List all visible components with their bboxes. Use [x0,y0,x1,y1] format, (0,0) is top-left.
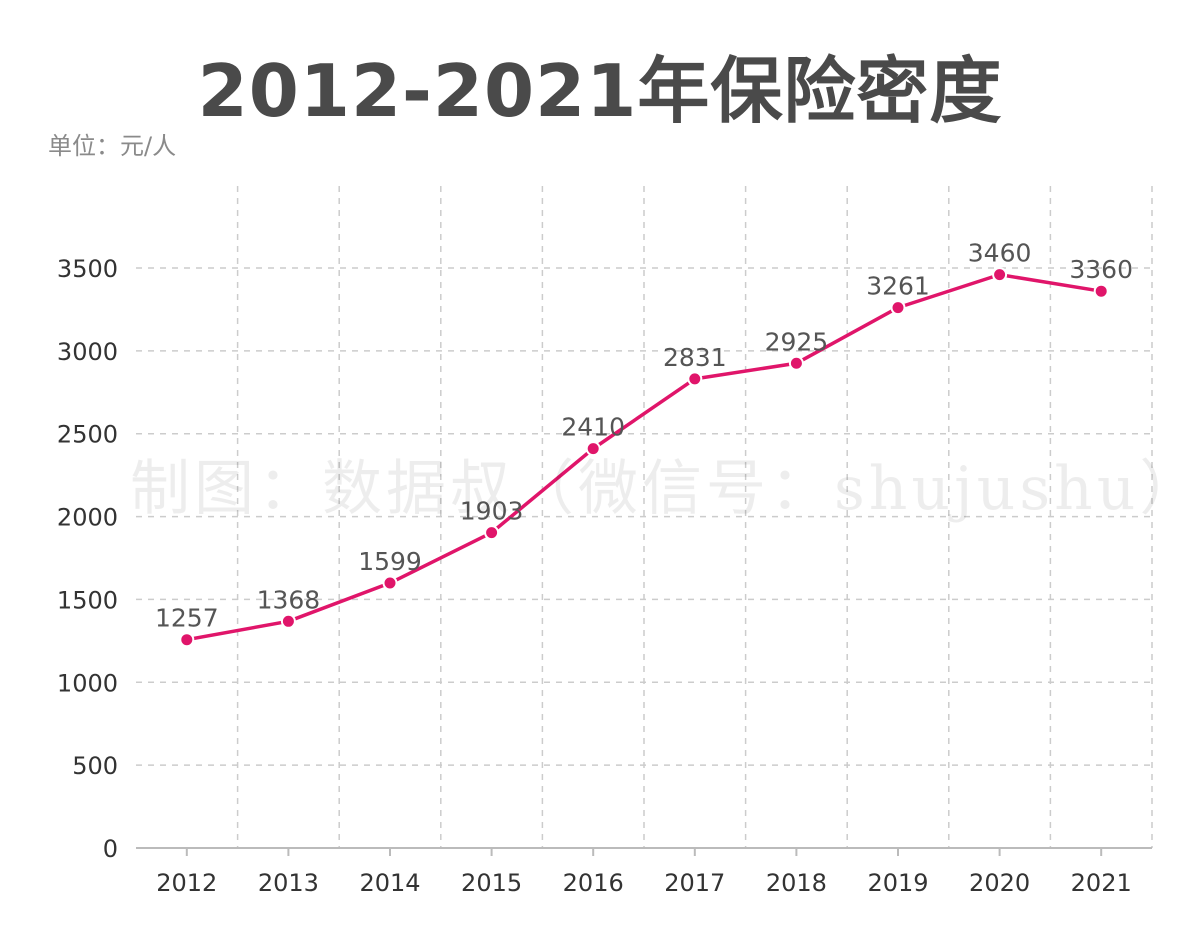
data-point [179,632,195,648]
y-tick-label: 3500 [57,255,118,283]
data-point [788,355,804,371]
data-label: 1599 [358,547,422,576]
x-tick-label: 2014 [359,869,420,897]
series-line [186,272,1102,642]
y-tick-label: 3000 [57,338,118,366]
x-tick-label: 2012 [156,869,217,897]
data-label: 1368 [257,585,321,614]
y-tick-label: 1000 [57,669,118,697]
y-tick-label: 2000 [57,504,118,532]
x-tick-label: 2019 [867,869,928,897]
series-layer [179,267,1109,648]
x-tick-label: 2017 [664,869,725,897]
data-label: 2831 [663,343,727,372]
data-point [890,300,906,316]
x-tick-label: 2013 [258,869,319,897]
y-tick-label: 1500 [57,586,118,614]
data-label: 1903 [460,497,524,526]
unit-label: 单位：元/人 [48,132,177,160]
data-point [484,525,500,541]
x-tick-label: 2021 [1071,869,1132,897]
grid-layer [136,186,1153,848]
data-label: 3261 [866,272,930,301]
data-point [687,371,703,387]
data-point [382,575,398,591]
data-point [280,613,296,629]
data-label: 2925 [765,327,829,356]
axis-layer: 0 500 1000 1500 2000 2500 3000 3500 2012 2013 2014… [57,255,1152,897]
data-label: 3360 [1069,255,1133,284]
watermark: 制图：数据叔（微信号：shujushu） [130,454,1200,524]
data-point [1093,283,1109,299]
x-tick-label: 2015 [461,869,522,897]
x-tick-label: 2020 [969,869,1030,897]
y-tick-label: 0 [103,835,118,863]
data-label: 2410 [561,413,625,442]
data-label: 1257 [155,604,219,633]
y-tick-label: 500 [72,752,118,780]
data-point [585,441,601,457]
data-label-layer: 1257 1368 1599 1903 2410 2831 2925 3261 3460 3360 [155,239,1133,633]
chart-title: 2012-2021年保险密度 [197,49,1003,133]
data-point [992,267,1008,283]
x-tick-label: 2016 [563,869,624,897]
y-tick-label: 2500 [57,421,118,449]
x-tick-label: 2018 [766,869,827,897]
data-label: 3460 [968,239,1032,268]
